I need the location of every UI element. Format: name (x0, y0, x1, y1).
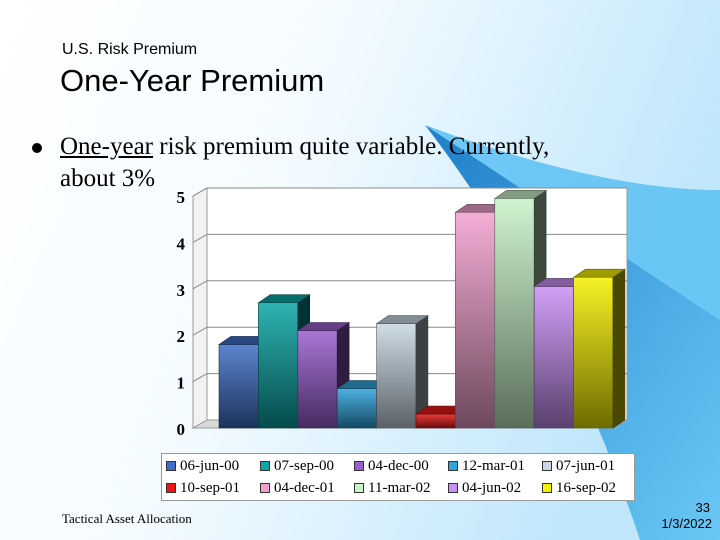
y-tick-label: 3 (177, 281, 186, 300)
legend-label: 10-sep-01 (180, 480, 240, 496)
chart-legend: 06-jun-00 07-sep-00 04-dec-00 12-mar-01 07-j… (161, 453, 635, 501)
bar-12-mar-01 (336, 388, 377, 429)
bar-04-dec-00 (297, 330, 338, 429)
bar-16-sep-02 (573, 276, 614, 429)
bar-07-sep-00 (258, 302, 299, 429)
legend-label: 04-dec-01 (274, 480, 335, 496)
y-tick-label: 0 (177, 420, 186, 439)
legend-swatch (260, 461, 270, 471)
bar-06-jun-00 (218, 344, 259, 429)
slide-title: One-Year Premium (60, 63, 325, 98)
bullet-icon (32, 143, 42, 153)
legend-swatch (448, 461, 458, 471)
legend-swatch (448, 483, 458, 493)
legend-label: 16-sep-02 (556, 480, 616, 496)
bar-top-16-sep-02 (572, 268, 626, 278)
bar-04-dec-01 (455, 211, 496, 429)
gridline-side (192, 187, 208, 197)
bullet-text: One-year risk premium quite variable. Cu… (60, 131, 660, 195)
legend-swatch (166, 461, 176, 471)
legend-label: 06-jun-00 (180, 458, 240, 474)
bar-top-11-mar-02 (493, 190, 548, 199)
gridline-side (192, 280, 208, 290)
page-number: 33 (695, 500, 710, 515)
bullet-underlined-word: One-year (60, 133, 153, 160)
bar-top-07-jun-01 (375, 315, 429, 324)
legend-swatch (354, 483, 364, 493)
slide-footer: Tactical Asset Allocation (62, 511, 192, 526)
y-tick-label: 1 (177, 374, 186, 393)
bar-top-04-dec-00 (296, 322, 351, 331)
legend-swatch (354, 461, 364, 471)
bar-10-sep-01 (415, 413, 456, 429)
bar-top-07-sep-00 (257, 294, 311, 304)
legend-swatch (166, 483, 176, 493)
gridline-side (192, 326, 208, 336)
legend-label: 04-dec-00 (368, 458, 429, 474)
slide-date: 1/3/2022 (661, 516, 712, 531)
gridline-side (192, 233, 208, 243)
bar-side-16-sep-02 (612, 268, 626, 429)
bar-11-mar-02 (494, 198, 535, 429)
bar-07-jun-01 (376, 323, 417, 429)
legend-label: 04-jun-02 (462, 480, 522, 496)
bullet-text-line-1: risk premium quite variable. Currently, (153, 133, 550, 160)
gridline-side (192, 373, 208, 383)
legend-swatch (260, 483, 270, 493)
y-tick-label: 2 (177, 327, 186, 346)
chart-side-wall (192, 187, 208, 429)
y-tick-label: 4 (177, 234, 186, 253)
bar-04-jun-02 (533, 286, 574, 429)
legend-swatch (542, 483, 552, 493)
slide-supertitle: U.S. Risk Premium (62, 41, 198, 58)
legend-swatch (542, 461, 552, 471)
legend-label: 12-mar-01 (462, 458, 526, 474)
legend-label: 07-sep-00 (274, 458, 334, 474)
y-tick-label: 5 (177, 188, 186, 207)
legend-label: 07-jun-01 (556, 458, 616, 474)
legend-label: 11-mar-02 (368, 480, 431, 496)
bullet-text-line-2: about 3% (60, 165, 156, 192)
